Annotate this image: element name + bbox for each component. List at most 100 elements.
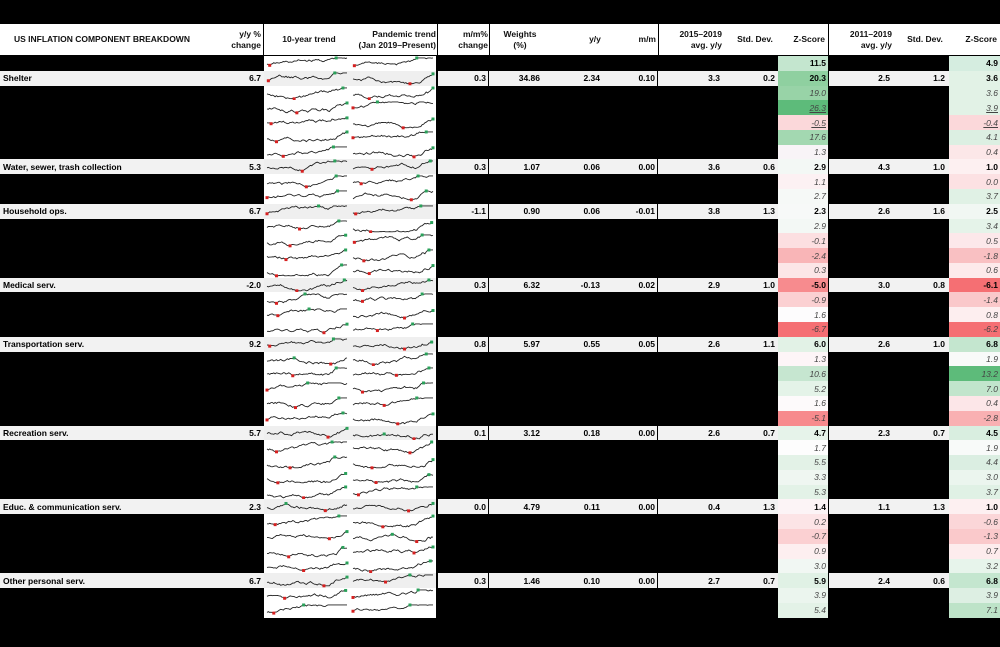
table-row-subcomponent: -5.1 -2.8 (0, 410, 1000, 426)
sparkline-low-marker (408, 82, 412, 86)
weights-block (489, 336, 658, 352)
sparkline-high-marker (344, 234, 348, 238)
period2-block (829, 499, 949, 515)
zscore-2-cell: 0.7 (949, 543, 1000, 559)
zscore-1-cell: 2.3 (778, 203, 828, 219)
zscore-2-cell: 3.0 (949, 469, 1000, 485)
sparkline-chart (352, 573, 433, 584)
sparkline-10yr (264, 514, 350, 529)
table-row-subcomponent: 26.3 3.9 (0, 100, 1000, 116)
zscore-1-value: 3.0 (814, 560, 826, 571)
weights-value: 6.32 (523, 280, 540, 291)
col-header-avg-2015-2019: 2015–2019 avg. y/y (670, 24, 722, 55)
zscore-2-cell: -1.3 (949, 528, 1000, 544)
col-header-avg2-line1: 2011–2019 (849, 28, 892, 39)
sparkline-chart (266, 396, 347, 410)
avg-2015-2019-value: 3.3 (708, 73, 720, 84)
sparkline-high-marker (420, 292, 424, 296)
zscore-2-value: -6.1 (983, 280, 998, 291)
sparkline-chart (351, 588, 434, 600)
col-header-yy-change-line1: y/y % (239, 28, 261, 39)
zscore-1-value: 3.9 (814, 590, 826, 601)
avg-2015-2019-value: 2.6 (708, 427, 720, 438)
sparkline-low-marker (268, 344, 272, 348)
sparkline-pandemic (350, 499, 436, 515)
weights-value: 1.07 (523, 161, 540, 172)
table-row-category: Shelter 6.7 0.3 34.86 2.34 0.10 3.3 0.2 2.5 1.2 2… (0, 70, 1000, 86)
sparkline-high-marker (344, 471, 348, 475)
zscore-1-cell: 3.3 (778, 469, 828, 485)
sparkline-10yr (264, 100, 350, 116)
sparkline-10yr (264, 573, 350, 589)
sparkline-high-marker (333, 159, 337, 163)
yy-value: 0.06 (583, 161, 600, 172)
sparkline-chart (352, 233, 434, 245)
sparkline-high-marker (430, 440, 434, 444)
sparkline-chart (266, 589, 348, 600)
period1-block (658, 203, 778, 219)
sparkline-chart (352, 458, 435, 470)
zscore-1-value: -5.1 (811, 413, 826, 424)
sparkline-pandemic (350, 203, 436, 219)
sparkline-chart (266, 101, 349, 115)
sparkline-low-marker (396, 422, 400, 426)
sparkline-10yr (264, 292, 350, 308)
sparkline-high-marker (317, 204, 321, 208)
zscore-1-cell: 5.3 (778, 484, 828, 500)
divider (488, 336, 489, 352)
sparkline-pandemic (350, 410, 436, 426)
zscore-1-value: 2.7 (814, 191, 826, 202)
sparkline-high-marker (345, 426, 349, 430)
sparkline-chart (266, 248, 348, 262)
std-dev-2-value: 1.0 (933, 339, 945, 350)
table-row-subcomponent: 3.0 3.2 (0, 558, 1000, 574)
avg-2015-2019-value: 2.6 (708, 339, 720, 350)
period1-block (658, 277, 778, 293)
sparkline-chart (266, 575, 349, 588)
zscore-2-cell: -0.4 (949, 115, 1000, 130)
sparkline-low-marker (403, 347, 407, 351)
sparkline-high-marker (431, 514, 435, 518)
zscore-1-cell: 10.6 (778, 366, 828, 382)
sparkline-chart (266, 366, 348, 378)
zscore-1-cell: -0.1 (778, 233, 828, 249)
zscore-1-cell: 0.3 (778, 262, 828, 278)
table-row-category: Household ops. 6.7 -1.1 0.90 0.06 -0.01 3.8 1.3… (0, 203, 1000, 219)
sparkline-low-marker (265, 196, 269, 200)
zscore-2-value: -0.4 (983, 117, 998, 128)
sparkline-low-marker (281, 154, 285, 158)
zscore-2-value: 1.9 (986, 442, 998, 453)
zscore-1-value: -0.1 (811, 235, 826, 246)
sparkline-high-marker (344, 589, 348, 592)
sparkline-low-marker (394, 374, 398, 378)
category-name: Other personal serv. (0, 573, 264, 589)
table-row-subcomponent: 0.2 -0.6 (0, 514, 1000, 529)
divider (657, 203, 658, 219)
zscore-1-value: 5.5 (814, 457, 826, 468)
sparkline-high-marker (345, 101, 349, 105)
weights-block (489, 499, 658, 515)
sparkline-high-marker (431, 545, 435, 549)
zscore-2-value: -1.3 (983, 531, 998, 542)
sparkline-low-marker (322, 331, 326, 335)
sparkline-10yr (264, 543, 350, 559)
sparkline-chart (266, 603, 347, 615)
zscore-2-value: 0.7 (986, 546, 998, 557)
sparkline-10yr (264, 395, 350, 411)
mm-value: 0.00 (638, 427, 655, 438)
sparkline-chart (266, 485, 348, 499)
zscore-2-value: 3.9 (986, 590, 998, 601)
zscore-2-cell: 1.9 (949, 351, 1000, 367)
weights-block (489, 70, 658, 86)
zscore-1-value: 1.1 (814, 176, 826, 187)
sparkline-pandemic (350, 455, 436, 470)
zscore-1-cell: 5.5 (778, 455, 828, 470)
sparkline-pandemic (350, 70, 436, 86)
zscore-1-value: -6.7 (811, 324, 826, 335)
sparkline-high-marker (416, 174, 420, 178)
sparkline-low-marker (351, 106, 355, 110)
sparkline-high-marker (427, 366, 431, 370)
sparkline-10yr (264, 602, 350, 618)
sparkline-high-marker (337, 514, 341, 518)
sparkline-high-marker (284, 502, 288, 506)
